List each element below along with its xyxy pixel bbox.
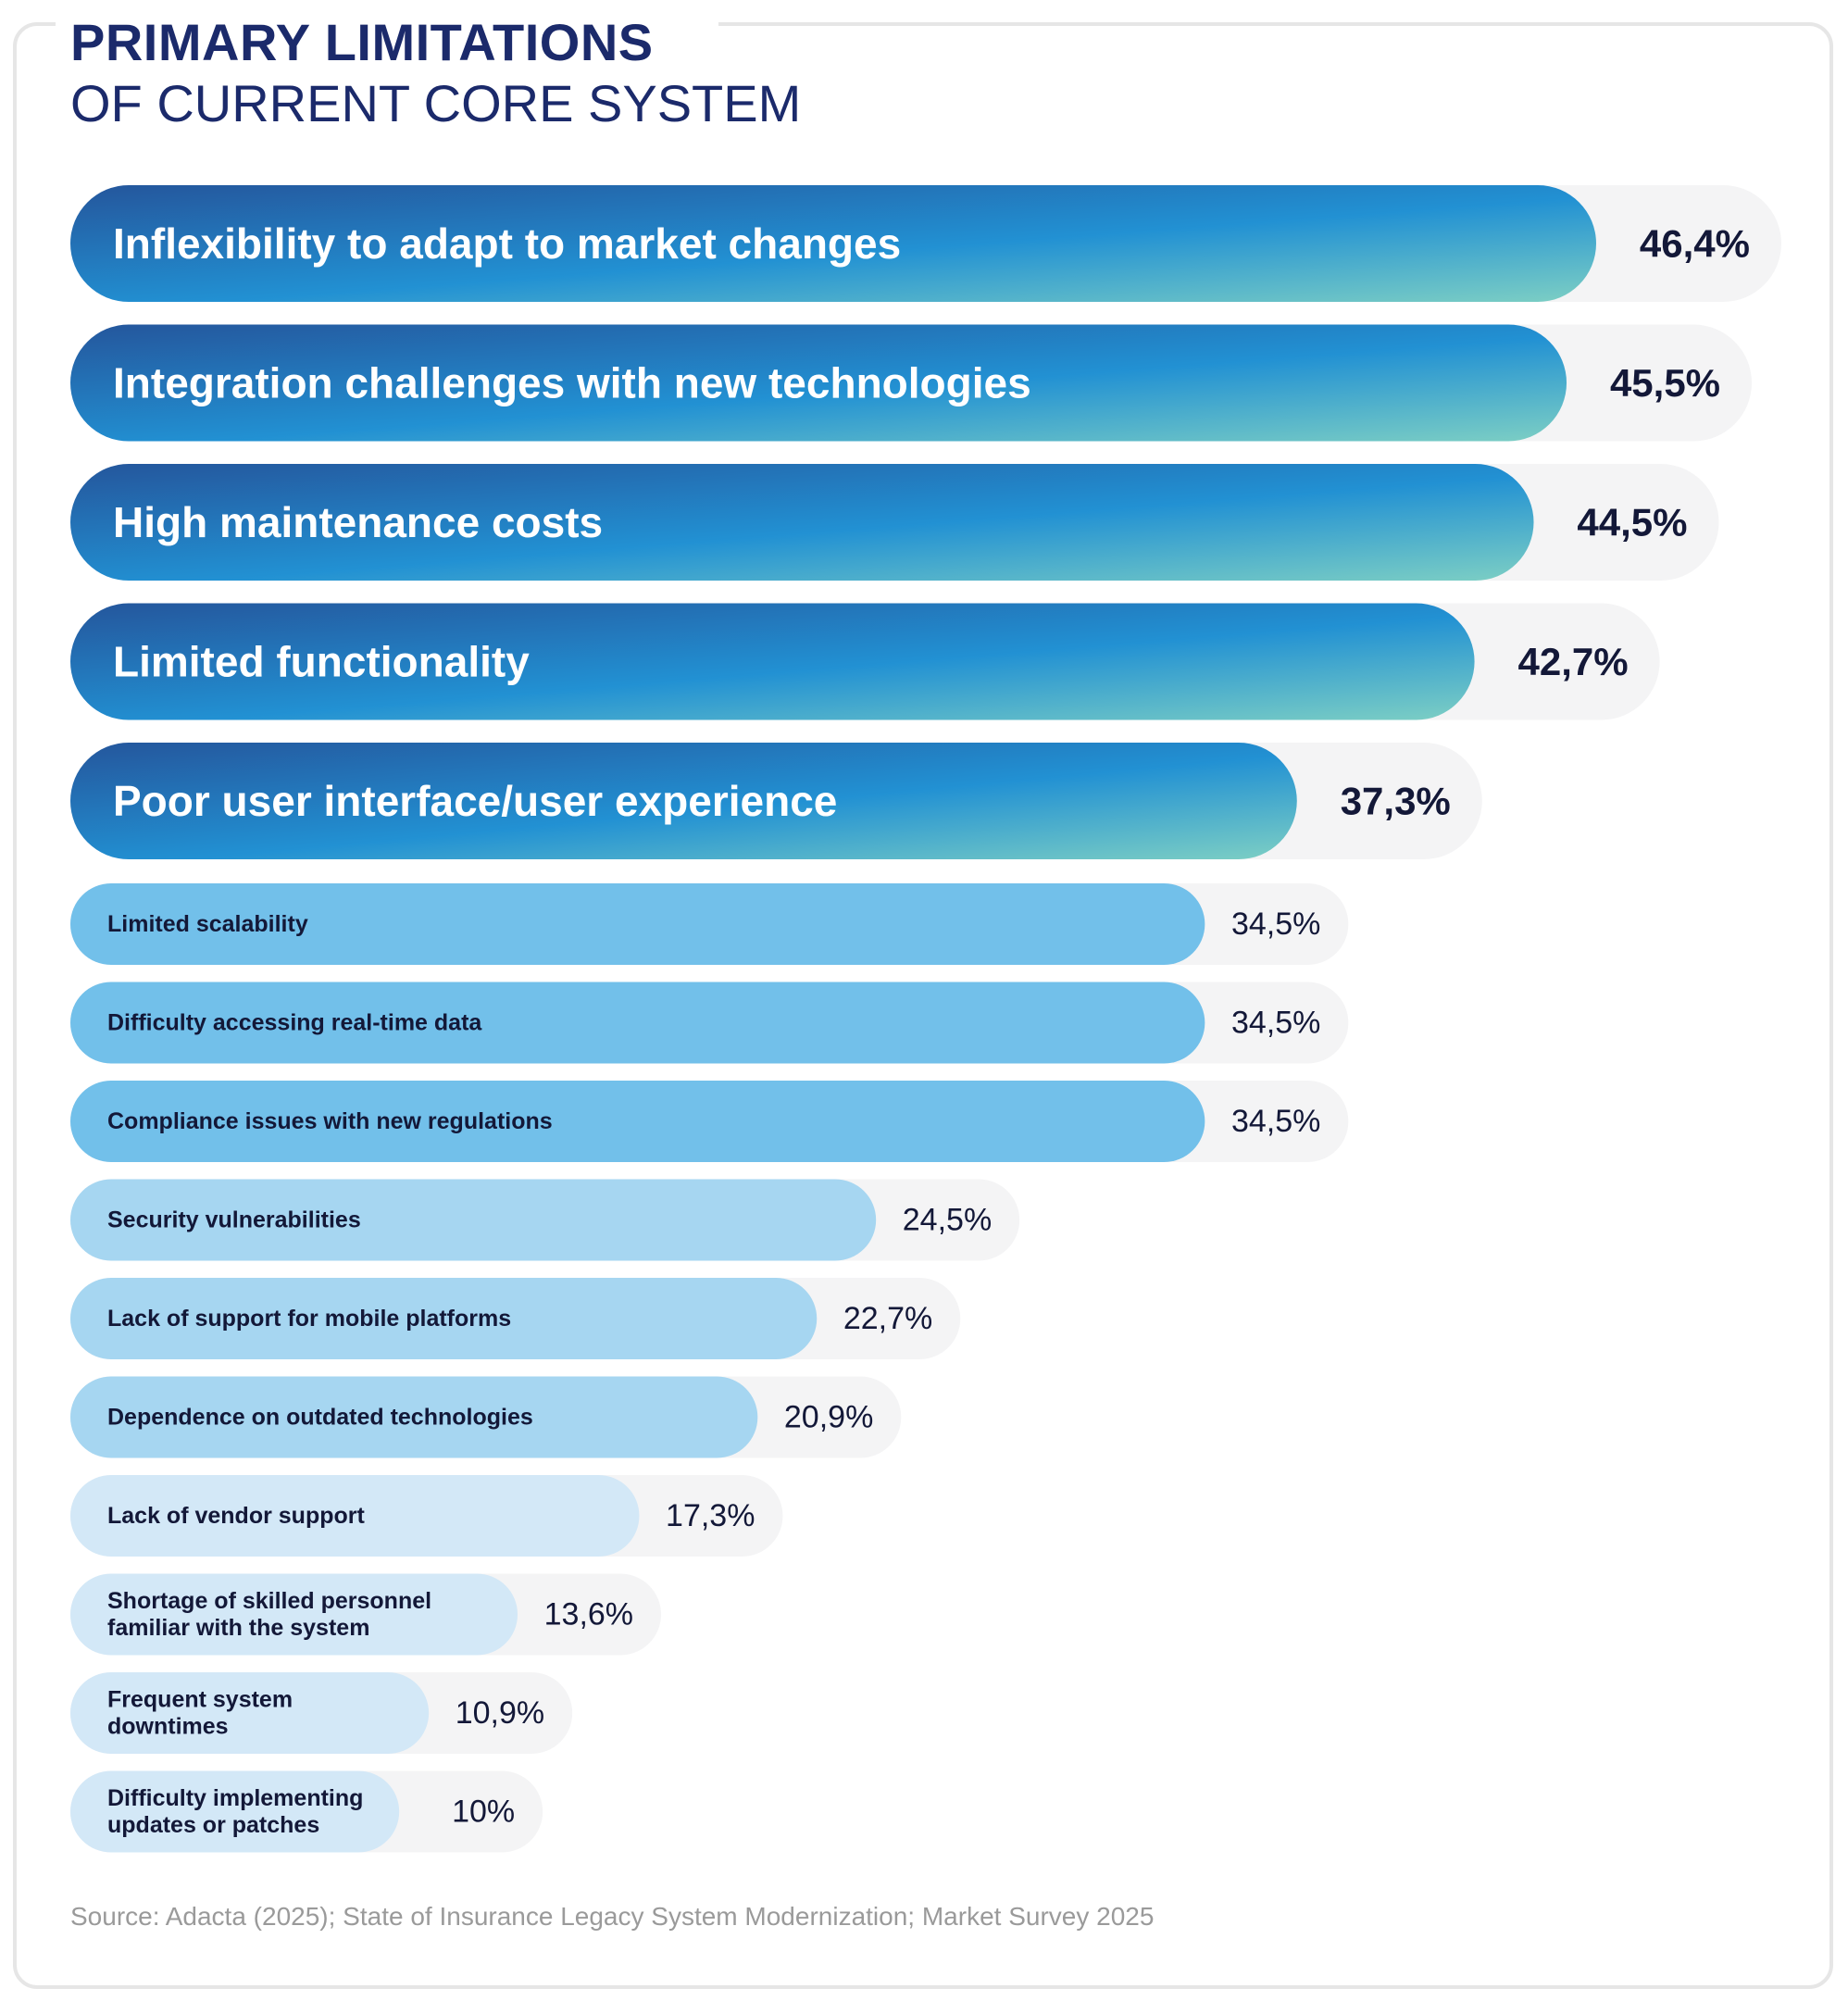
bar-value-label: 17,3% <box>666 1498 755 1533</box>
bar-value-label: 34,5% <box>1231 907 1320 942</box>
bar-category-label: Difficulty accessing real-time data <box>107 1010 482 1036</box>
bar <box>70 185 1596 302</box>
bar-row: Integration challenges with new technolo… <box>70 324 1753 442</box>
bar-row: Shortage of skilled personnel familiar wi… <box>70 1573 662 1656</box>
bar-value-label: 46,4% <box>1640 222 1750 266</box>
label-line: Limited functionality <box>113 638 530 686</box>
bar-value-label: 42,7% <box>1517 640 1628 683</box>
bar <box>70 883 1205 965</box>
label-line: Limited scalability <box>107 911 308 937</box>
label-line: Compliance issues with new regulations <box>107 1108 553 1134</box>
chart-title: PRIMARY LIMITATIONS <box>70 13 654 71</box>
title-background <box>56 0 718 139</box>
bar <box>70 1770 400 1853</box>
label-line: familiar with the system <box>107 1615 369 1641</box>
label-line: Integration challenges with new technolo… <box>113 359 1031 407</box>
bar-value-label: 22,7% <box>843 1301 932 1336</box>
bar <box>70 1278 818 1359</box>
bar-category-label: High maintenance costs <box>113 498 603 546</box>
label-line: Lack of vendor support <box>107 1503 365 1529</box>
label-line: downtimes <box>107 1714 229 1740</box>
bar-value-label: 10% <box>452 1795 515 1830</box>
bar-value-label: 10,9% <box>456 1695 544 1731</box>
label-line: Shortage of skilled personnel <box>107 1588 431 1614</box>
chart-subtitle: OF CURRENT CORE SYSTEM <box>70 74 802 132</box>
bar-value-label: 45,5% <box>1610 361 1720 405</box>
bar-row: Compliance issues with new regulations 34… <box>70 1081 1349 1162</box>
bar-category-label: Dependence on outdated technologies <box>107 1405 533 1431</box>
bar-category-label: Inflexibility to adapt to market changes <box>113 219 901 268</box>
bar-category-label: Poor user interface/user experience <box>113 777 837 825</box>
label-line: Dependence on outdated technologies <box>107 1405 533 1431</box>
bar-category-label: Integration challenges with new technolo… <box>113 359 1031 407</box>
bar-row: Difficulty accessing real-time data 34,5% <box>70 982 1349 1064</box>
label-line: Security vulnerabilities <box>107 1207 361 1233</box>
label-line: Difficulty implementing <box>107 1785 363 1811</box>
bar-row: Frequent system downtimes 10,9% <box>70 1672 573 1754</box>
bar-value-label: 20,9% <box>784 1400 873 1435</box>
label-line: updates or patches <box>107 1812 319 1838</box>
bar-row: High maintenance costs 44,5% <box>70 464 1719 581</box>
label-line: Lack of support for mobile platforms <box>107 1306 511 1332</box>
bar <box>70 1179 877 1261</box>
bar-row: Inflexibility to adapt to market changes… <box>70 185 1781 302</box>
label-line: Difficulty accessing real-time data <box>107 1010 482 1036</box>
bar-row: Limited functionality 42,7% <box>70 603 1660 720</box>
bar-category-label: Frequent system downtimes <box>107 1687 293 1740</box>
bar <box>70 1376 758 1458</box>
bar <box>70 1672 430 1754</box>
bar-category-label: Lack of support for mobile platforms <box>107 1306 511 1332</box>
bar-row: Lack of support for mobile platforms 22,7… <box>70 1278 961 1359</box>
chart-frame <box>13 22 1833 1989</box>
bar <box>70 743 1297 859</box>
bar <box>70 324 1567 442</box>
bar-row: Lack of vendor support 17,3% <box>70 1475 783 1557</box>
bar-category-label: Limited functionality <box>113 638 530 686</box>
bar-row: Poor user interface/user experience 37,3% <box>70 743 1482 859</box>
bar-row: Security vulnerabilities 24,5% <box>70 1179 1020 1261</box>
label-line: Inflexibility to adapt to market changes <box>113 219 901 268</box>
bar <box>70 1475 640 1557</box>
bar-category-label: Shortage of skilled personnel familiar wi… <box>107 1588 431 1641</box>
bar <box>70 1081 1205 1162</box>
bar-row: Difficulty implementing updates or patche… <box>70 1770 543 1853</box>
label-line: Frequent system <box>107 1687 293 1713</box>
bar-value-label: 44,5% <box>1577 501 1687 544</box>
label-line: Poor user interface/user experience <box>113 777 837 825</box>
bar-category-label: Security vulnerabilities <box>107 1207 361 1233</box>
bar-value-label: 24,5% <box>903 1203 992 1238</box>
label-line: High maintenance costs <box>113 498 603 546</box>
bar-category-label: Lack of vendor support <box>107 1503 365 1529</box>
bar <box>70 982 1205 1064</box>
bar-category-label: Limited scalability <box>107 911 308 937</box>
bar-value-label: 13,6% <box>544 1597 633 1632</box>
bar-row: Dependence on outdated technologies 20,9% <box>70 1376 902 1458</box>
bar-value-label: 37,3% <box>1341 780 1451 823</box>
bar <box>70 603 1475 720</box>
bar-value-label: 34,5% <box>1231 1006 1320 1041</box>
bar-category-label: Compliance issues with new regulations <box>107 1108 553 1134</box>
bar-value-label: 34,5% <box>1231 1104 1320 1139</box>
bar-category-label: Difficulty implementing updates or patche… <box>107 1785 363 1838</box>
bar-row: Limited scalability 34,5% <box>70 883 1349 965</box>
source-note: Source: Adacta (2025); State of Insuranc… <box>70 1902 1155 1931</box>
bar <box>70 1573 518 1656</box>
bar <box>70 464 1534 581</box>
